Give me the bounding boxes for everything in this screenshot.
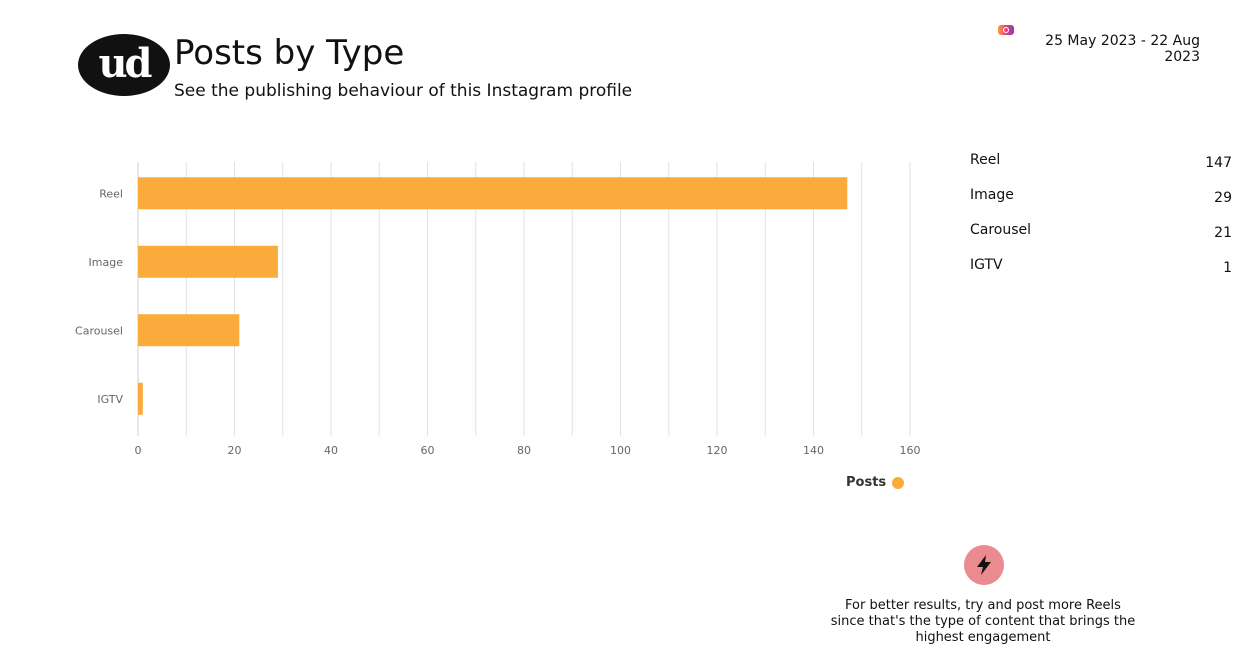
summary-row: Image 29 bbox=[970, 187, 1232, 222]
summary-value: 21 bbox=[1214, 225, 1232, 241]
x-tick-label: 140 bbox=[803, 444, 824, 457]
y-category-label: Reel bbox=[99, 187, 123, 200]
date-range: 25 May 2023 - 22 Aug 2023 bbox=[1045, 33, 1200, 65]
x-tick-label: 60 bbox=[421, 444, 435, 457]
y-category-label: Image bbox=[89, 256, 124, 269]
summary-label: Image bbox=[970, 187, 1014, 203]
summary-list: Reel 147 Image 29 Carousel 21 IGTV 1 bbox=[970, 152, 1232, 292]
bar bbox=[138, 245, 278, 278]
summary-row: IGTV 1 bbox=[970, 257, 1232, 292]
summary-label: Carousel bbox=[970, 222, 1032, 238]
lightning-glyph bbox=[977, 555, 991, 575]
legend-label: Posts bbox=[846, 475, 887, 490]
tip-text: For better results, try and post more Re… bbox=[830, 598, 1136, 645]
summary-value: 147 bbox=[1205, 155, 1232, 171]
bar bbox=[138, 382, 143, 415]
x-tick-label: 80 bbox=[517, 444, 531, 457]
instagram-icon bbox=[998, 25, 1014, 35]
x-tick-label: 20 bbox=[228, 444, 242, 457]
x-tick-label: 160 bbox=[900, 444, 921, 457]
page-subtitle: See the publishing behaviour of this Ins… bbox=[174, 81, 633, 101]
page-title: Posts by Type bbox=[174, 33, 405, 73]
summary-label: Reel bbox=[970, 152, 1001, 168]
bar bbox=[138, 177, 848, 210]
summary-value: 29 bbox=[1214, 190, 1232, 206]
x-tick-label: 40 bbox=[324, 444, 338, 457]
summary-value: 1 bbox=[1223, 260, 1232, 276]
summary-label: IGTV bbox=[970, 257, 1003, 273]
lightning-icon bbox=[964, 545, 1004, 585]
logo-text: ud bbox=[98, 40, 152, 87]
summary-row: Reel 147 bbox=[970, 152, 1232, 187]
x-tick-label: 0 bbox=[135, 444, 142, 457]
x-tick-label: 120 bbox=[707, 444, 728, 457]
chart-legend[interactable]: Posts bbox=[846, 475, 905, 490]
legend-marker bbox=[892, 476, 905, 489]
summary-row: Carousel 21 bbox=[970, 222, 1232, 257]
posts-by-type-chart: 0 20 40 60 80 100 120 140 160 Reel Image Carousel IG… bbox=[75, 162, 921, 457]
y-category-label: IGTV bbox=[97, 393, 123, 406]
y-category-label: Carousel bbox=[75, 324, 123, 337]
brand-logo: ud bbox=[78, 34, 170, 96]
x-tick-label: 100 bbox=[610, 444, 631, 457]
bar bbox=[138, 314, 240, 347]
